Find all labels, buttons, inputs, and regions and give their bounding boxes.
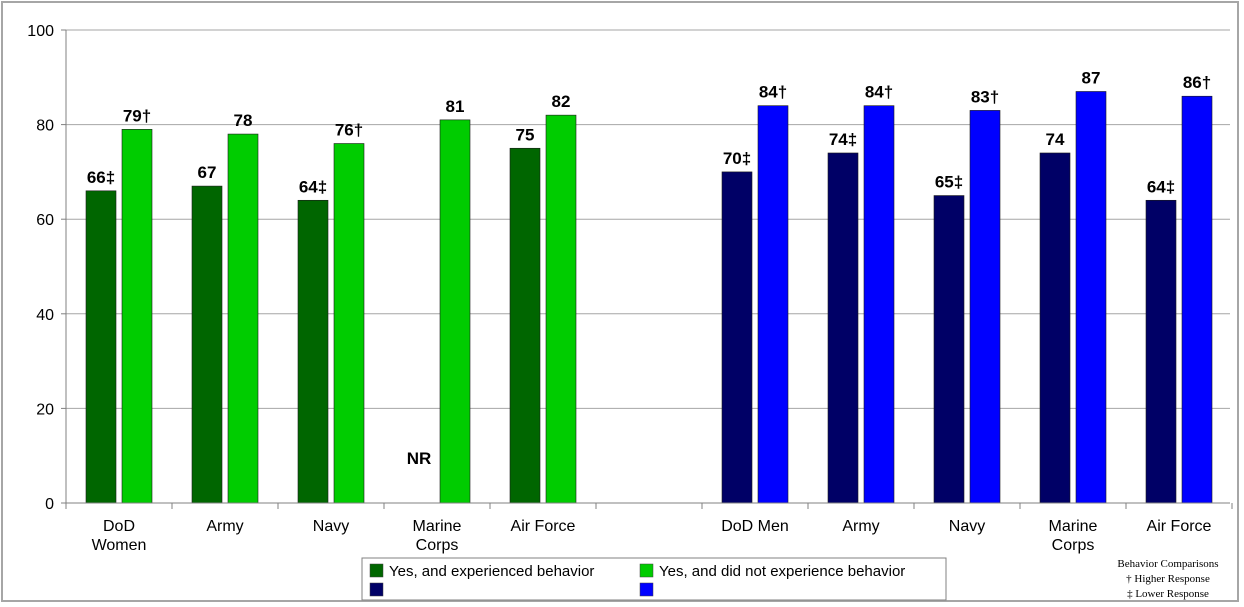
x-axis-categories: DoD Women Army Navy Marine Corps Air Force DoD … [65, 503, 1233, 554]
category-label: Women [92, 537, 147, 554]
y-tick-label: 60 [36, 212, 54, 229]
data-label: 67 [198, 163, 217, 182]
legend-swatch-4 [639, 582, 654, 597]
bar [1075, 91, 1107, 504]
legend-label-2: Yes, and did not experience behavior [659, 563, 905, 580]
y-tick-label: 0 [45, 496, 54, 513]
data-label: 83† [971, 87, 999, 106]
legend: Yes, and experienced behavior Yes, and d… [361, 557, 947, 601]
data-label: 86† [1183, 73, 1211, 92]
category-label: Corps [1052, 537, 1095, 554]
y-tick-label: 100 [27, 23, 54, 40]
category-label: Air Force [511, 518, 576, 535]
category-label: Marine [413, 518, 462, 535]
bar [121, 129, 153, 504]
data-label: 84† [759, 83, 787, 102]
y-tick-label: 20 [36, 401, 54, 418]
category-label: Navy [313, 518, 349, 535]
data-label: 84† [865, 83, 893, 102]
bar [509, 147, 541, 504]
data-label: 79† [123, 106, 151, 125]
axes [65, 30, 1230, 504]
bar [933, 195, 965, 504]
notes-lower: ‡ Lower Response [1127, 588, 1209, 600]
y-axis-ticks: 0 20 40 60 80 100 [27, 23, 66, 513]
bar [1145, 199, 1177, 504]
category-label: Navy [949, 518, 985, 535]
bar [1039, 152, 1071, 504]
y-tick-label: 80 [36, 118, 54, 135]
data-label: 81 [446, 97, 465, 116]
data-label: 87 [1082, 68, 1101, 87]
bar [1181, 95, 1213, 504]
category-label: Marine [1049, 518, 1098, 535]
category-label: Corps [416, 537, 459, 554]
category-label: Army [842, 518, 879, 535]
bar [439, 119, 471, 504]
bar [757, 105, 789, 504]
comparison-notes: Behavior Comparisons † Higher Response ‡… [1117, 558, 1218, 600]
data-label: 65‡ [935, 173, 963, 192]
data-label: 78 [234, 111, 253, 130]
notes-title: Behavior Comparisons [1117, 558, 1218, 570]
legend-swatch-3 [369, 582, 384, 597]
category-label: Army [206, 518, 243, 535]
bars: 66‡ 79† 67 78 64‡ 76† NR 81 75 82 70‡ 84† 74‡ 84† 65‡ 8… [85, 68, 1213, 504]
legend-box [361, 557, 947, 601]
category-label: DoD Men [721, 518, 789, 535]
gridlines [66, 29, 1230, 409]
data-label: 76† [335, 121, 363, 140]
data-label: 64‡ [299, 177, 327, 196]
data-label: 66‡ [87, 168, 115, 187]
data-label: 70‡ [723, 149, 751, 168]
bar [191, 185, 223, 504]
data-label: 74 [1046, 130, 1065, 149]
bar [827, 152, 859, 504]
data-label: NR [407, 449, 432, 468]
category-label: Air Force [1147, 518, 1212, 535]
data-label: 82 [552, 92, 571, 111]
data-label: 74‡ [829, 130, 857, 149]
bar [969, 110, 1001, 504]
legend-label-1: Yes, and experienced behavior [389, 563, 594, 580]
legend-swatch-1 [369, 563, 384, 578]
bar [721, 171, 753, 504]
notes-higher: † Higher Response [1126, 573, 1210, 585]
bar [863, 105, 895, 504]
y-tick-label: 40 [36, 307, 54, 324]
category-label: DoD [103, 518, 135, 535]
legend-swatch-2 [639, 563, 654, 578]
data-label: 75 [516, 125, 535, 144]
bar [545, 114, 577, 504]
bar [297, 199, 329, 504]
bar [227, 133, 259, 504]
bar [333, 143, 365, 504]
bar [85, 190, 117, 504]
data-label: 64‡ [1147, 177, 1175, 196]
